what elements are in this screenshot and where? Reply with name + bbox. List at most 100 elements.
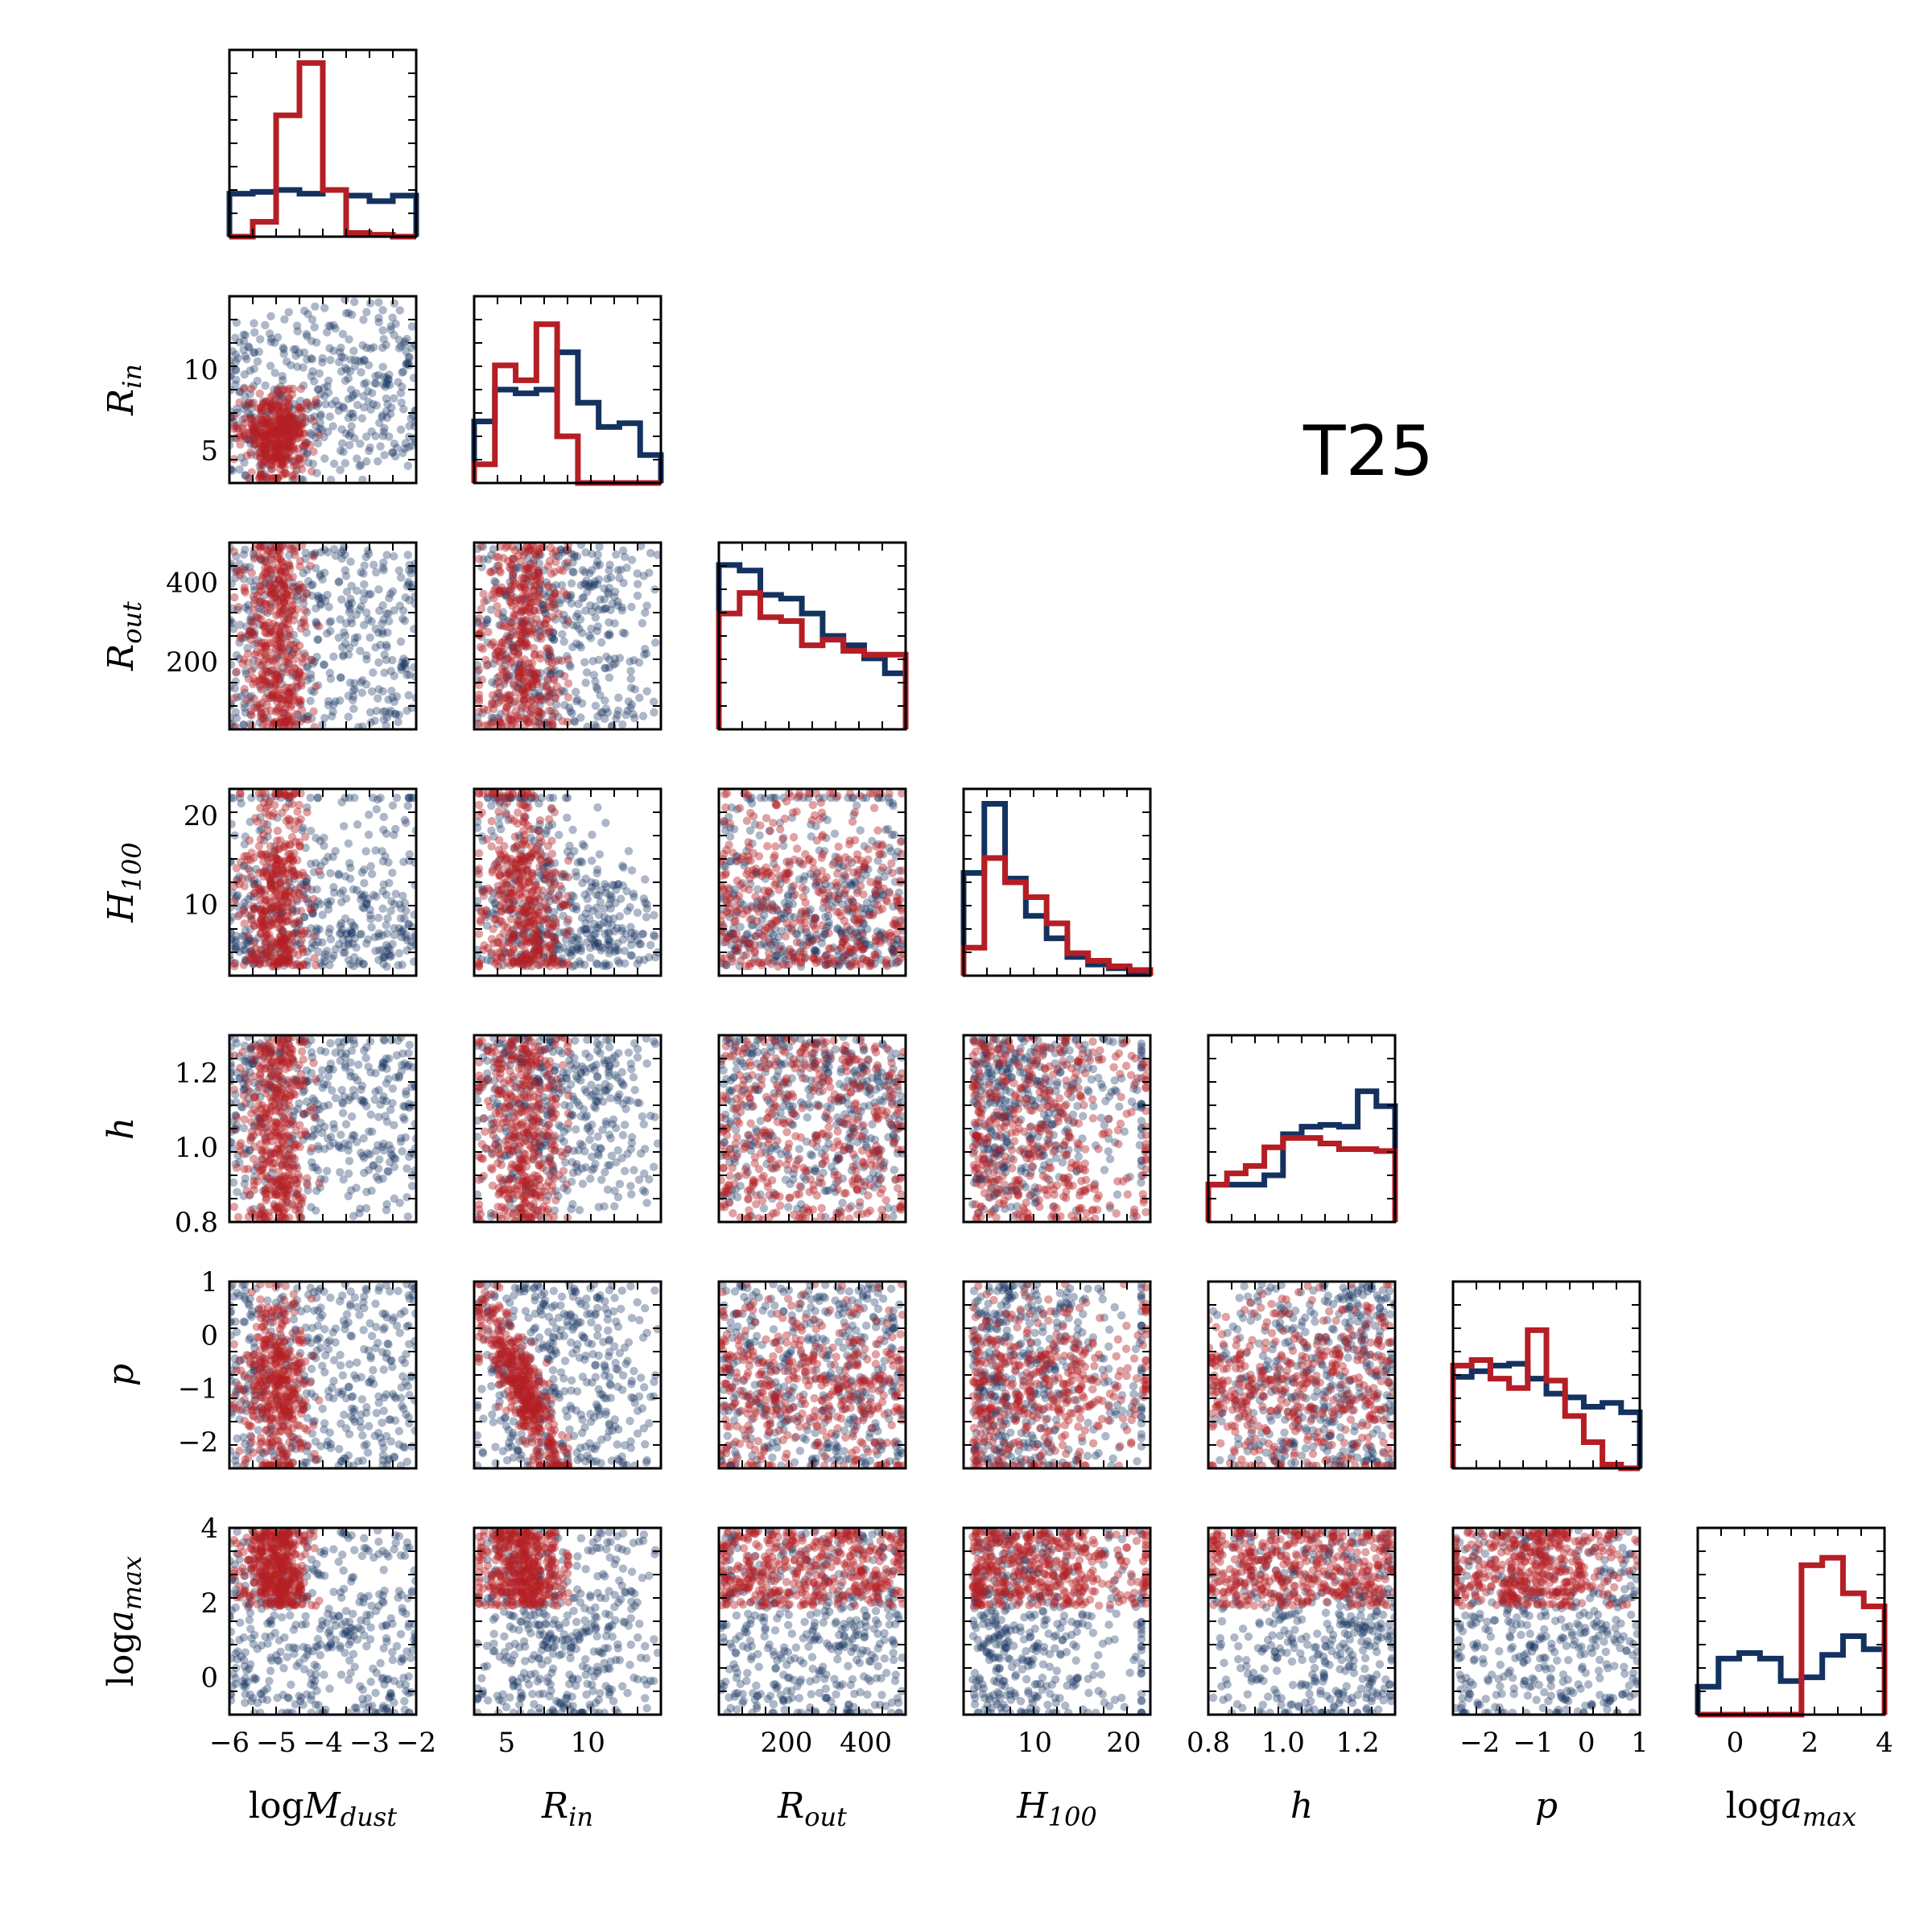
scatter-point-blue: [265, 863, 275, 872]
scatter-point-blue: [526, 581, 535, 590]
scatter-point-red: [295, 433, 304, 442]
scatter-point-red: [263, 563, 272, 572]
scatter-point-red: [254, 415, 263, 423]
scatter-point-blue: [367, 869, 377, 878]
scatter-point-blue: [367, 923, 376, 932]
scatter-point-red: [518, 703, 527, 712]
scatter-point-red: [277, 579, 287, 588]
scatter-point-blue: [593, 803, 602, 812]
scatter-point-blue: [580, 606, 590, 615]
scatter-point-blue: [358, 722, 367, 729]
scatter-point-red: [495, 587, 505, 596]
scatter-point-blue: [358, 675, 367, 685]
scatter-point-blue: [313, 793, 323, 803]
scatter-point-blue: [303, 930, 312, 939]
scatter-point-blue: [639, 572, 648, 580]
scatter-point-red: [261, 789, 270, 798]
scatter-point-red: [279, 564, 289, 572]
scatter-point-blue: [311, 564, 320, 573]
scatter-point-blue: [307, 670, 316, 679]
scatter-point-blue: [346, 918, 356, 927]
scatter-point-blue: [243, 938, 252, 947]
scatter-point-blue: [239, 940, 248, 949]
scatter-point-red: [261, 430, 270, 439]
scatter-point-blue: [299, 824, 308, 832]
scatter-point-blue: [270, 338, 279, 347]
scatter-point-blue: [231, 894, 240, 903]
scatter-point-red: [271, 675, 280, 683]
scatter-point-blue: [240, 400, 250, 409]
scatter-point-blue: [326, 897, 336, 906]
scatter-point-blue: [307, 402, 316, 411]
scatter-point-red: [283, 657, 292, 666]
scatter-point-blue: [576, 713, 585, 722]
scatter-point-blue: [288, 544, 297, 553]
scatter-point-blue: [323, 382, 332, 390]
scatter-point-red: [285, 815, 295, 825]
scatter-point-blue: [830, 829, 840, 838]
scatter-point-blue: [487, 826, 496, 835]
scatter-point-red: [290, 644, 299, 654]
scatter-point-red: [276, 569, 286, 578]
scatter-point-blue: [288, 456, 297, 466]
scatter-point-red: [520, 723, 529, 729]
scatter-point-red: [506, 658, 516, 668]
scatter-point-red: [268, 666, 277, 675]
scatter-point-red: [263, 849, 272, 859]
scatter-point-blue: [566, 592, 575, 601]
scatter-point-blue: [242, 956, 251, 965]
scatter-point-red: [245, 626, 254, 636]
scatter-point-blue: [241, 563, 250, 572]
scatter-point-blue: [266, 600, 276, 609]
scatter-point-red: [527, 703, 536, 712]
scatter-point-red: [278, 650, 287, 660]
scatter-point-blue: [306, 414, 316, 423]
scatter-point-blue: [258, 461, 267, 470]
scatter-point-blue: [563, 615, 572, 624]
scatter-point-red: [287, 436, 296, 445]
scatter-point-blue: [265, 440, 274, 448]
scatter-point-blue: [314, 595, 323, 604]
scatter-point-red: [502, 693, 510, 703]
scatter-point-blue: [576, 642, 585, 652]
scatter-point-red: [270, 425, 280, 435]
scatter-point-red: [262, 947, 270, 957]
scatter-point-red: [270, 588, 279, 598]
scatter-point-blue: [595, 560, 605, 570]
scatter-point-blue: [337, 642, 347, 652]
scatter-point-blue: [382, 394, 391, 403]
scatter-point-blue: [295, 349, 303, 357]
scatter-point-red: [236, 789, 245, 798]
scatter-point-blue: [307, 714, 316, 723]
scatter-point-red: [258, 789, 266, 798]
scatter-point-red: [283, 427, 292, 436]
scatter-point-blue: [617, 923, 626, 933]
scatter-point-blue: [556, 595, 566, 605]
scatter-point-red: [229, 547, 238, 556]
scatter-point-red: [495, 566, 504, 575]
scatter-point-red: [303, 807, 312, 817]
scatter-point-red: [275, 440, 285, 449]
scatter-point-red: [249, 679, 258, 688]
scatter-point-blue: [621, 947, 630, 956]
scatter-point-red: [299, 617, 308, 627]
scatter-point-blue: [402, 819, 411, 828]
scatter-point-red: [299, 583, 308, 592]
scatter-point-blue: [402, 906, 411, 915]
scatter-point-red: [502, 670, 511, 679]
scatter-point-red: [504, 675, 513, 684]
scatter-point-red: [268, 588, 278, 598]
scatter-point-blue: [321, 950, 330, 959]
scatter-point-blue: [279, 376, 287, 385]
scatter-point-blue: [256, 555, 266, 564]
scatter-point-blue: [242, 402, 251, 411]
scatter-point-red: [259, 435, 269, 444]
scatter-point-blue: [375, 946, 384, 955]
scatter-point-red: [282, 696, 291, 704]
scatter-point-blue: [347, 928, 356, 937]
scatter-point-blue: [383, 628, 392, 638]
scatter-point-red: [297, 406, 306, 415]
scatter-point-red: [505, 691, 514, 700]
scatter-point-blue: [250, 876, 259, 885]
scatter-point-red: [502, 703, 511, 712]
